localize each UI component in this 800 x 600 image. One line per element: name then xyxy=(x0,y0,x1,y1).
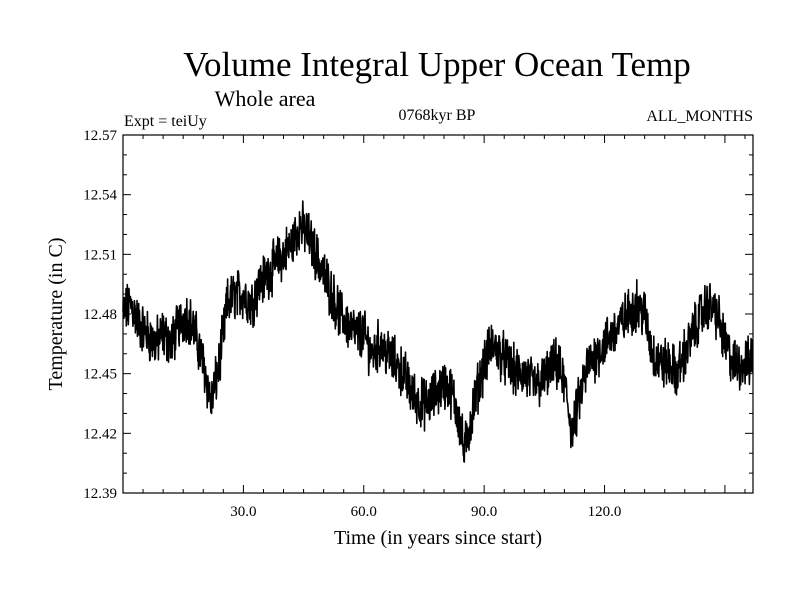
y-tick-label: 12.51 xyxy=(83,247,117,263)
x-axis-ticks: 30.0 60.0 90.0 120.0 xyxy=(142,135,746,520)
experiment-label: Expt = teiUy xyxy=(124,113,207,130)
y-tick-label: 12.39 xyxy=(83,486,117,502)
series-layer xyxy=(122,200,754,463)
chart-title: Volume Integral Upper Ocean Temp xyxy=(183,45,690,84)
x-tick-label: 90.0 xyxy=(471,504,497,520)
temperature-series-line xyxy=(122,200,754,463)
plot-frame xyxy=(122,134,754,494)
y-tick-label: 12.42 xyxy=(83,426,117,442)
y-tick-label: 12.45 xyxy=(83,367,117,383)
y-tick-label: 12.57 xyxy=(83,128,117,144)
chart-subtitle: Whole area xyxy=(215,86,316,111)
months-label: ALL_MONTHS xyxy=(646,108,753,125)
y-tick-label: 12.48 xyxy=(83,307,117,323)
x-tick-label: 120.0 xyxy=(588,504,622,520)
y-tick-label: 12.54 xyxy=(83,188,117,204)
period-label: 0768kyr BP xyxy=(399,107,476,124)
x-axis-label: Time (in years since start) xyxy=(334,527,542,549)
x-tick-label: 30.0 xyxy=(230,504,256,520)
y-axis-label: Temperature (in C) xyxy=(45,238,67,391)
y-axis-ticks: 12.39 12.42 12.45 12.48 12.51 12.54 12.57 xyxy=(83,128,753,502)
x-tick-label: 60.0 xyxy=(351,504,377,520)
